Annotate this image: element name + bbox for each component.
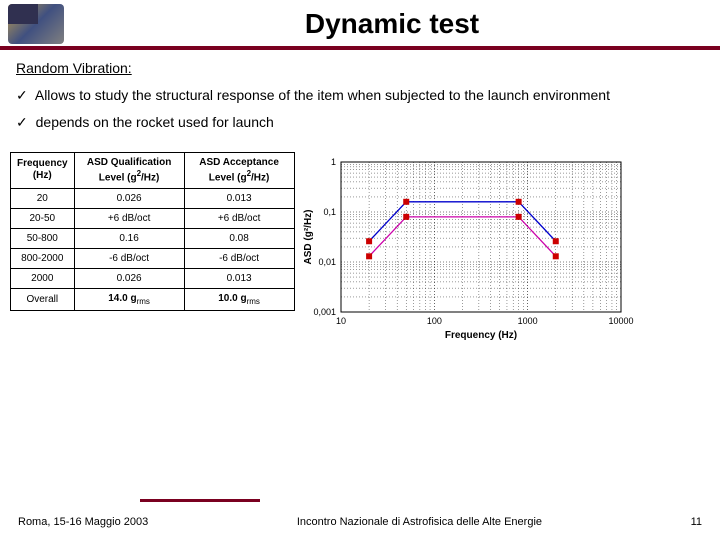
logo-image <box>8 4 64 44</box>
th-acceptance: ASD AcceptanceLevel (g2/Hz) <box>184 152 294 188</box>
footer: Roma, 15-16 Maggio 2003 Incontro Naziona… <box>0 516 720 528</box>
footer-center: Incontro Nazionale di Astrofisica delle … <box>297 516 542 528</box>
table-header-row: Frequency(Hz) ASD QualificationLevel (g2… <box>11 152 295 188</box>
bullet-1-text: Allows to study the structural response … <box>35 87 610 103</box>
th-qualification: ASD QualificationLevel (g2/Hz) <box>74 152 184 188</box>
cell: 0.08 <box>184 229 294 249</box>
bullet-2: ✓ depends on the rocket used for launch <box>16 113 704 132</box>
section-heading: Random Vibration: <box>16 60 704 76</box>
cell: 0.026 <box>74 269 184 289</box>
cell: 0.013 <box>184 269 294 289</box>
cell: -6 dB/oct <box>184 249 294 269</box>
bullet-1: ✓ Allows to study the structural respons… <box>16 86 704 105</box>
check-icon: ✓ <box>16 114 28 130</box>
svg-text:0,001: 0,001 <box>313 307 336 317</box>
cell: 14.0 grms <box>74 289 184 311</box>
svg-text:1000: 1000 <box>517 316 537 326</box>
svg-text:0,01: 0,01 <box>318 257 336 267</box>
cell: 800-2000 <box>11 249 75 269</box>
table-row: 800-2000 -6 dB/oct -6 dB/oct <box>11 249 295 269</box>
page-number: 11 <box>691 516 702 528</box>
cell: 0.013 <box>184 189 294 209</box>
asd-chart: 10 100 1000 10000 0,001 0,01 0,1 1 Frequency (Hz… <box>301 152 710 342</box>
svg-text:1: 1 <box>331 157 336 167</box>
table-row: 20-50 +6 dB/oct +6 dB/oct <box>11 209 295 229</box>
cell: +6 dB/oct <box>74 209 184 229</box>
table-row: 2000 0.026 0.013 <box>11 269 295 289</box>
table-row: Overall 14.0 grms 10.0 grms <box>11 289 295 311</box>
th-frequency: Frequency(Hz) <box>11 152 75 188</box>
footer-left: Roma, 15-16 Maggio 2003 <box>18 516 148 528</box>
cell: 2000 <box>11 269 75 289</box>
svg-text:ASD (g²/Hz): ASD (g²/Hz) <box>303 209 314 264</box>
chart-svg: 10 100 1000 10000 0,001 0,01 0,1 1 Frequency (Hz… <box>301 152 641 342</box>
header: Dynamic test <box>0 0 720 50</box>
svg-text:10: 10 <box>336 316 346 326</box>
cell: 0.026 <box>74 189 184 209</box>
cell: Overall <box>11 289 75 311</box>
svg-text:10000: 10000 <box>608 316 633 326</box>
cell: +6 dB/oct <box>184 209 294 229</box>
asd-table: Frequency(Hz) ASD QualificationLevel (g2… <box>10 152 295 311</box>
check-icon: ✓ <box>16 87 28 103</box>
cell: 50-800 <box>11 229 75 249</box>
page-title: Dynamic test <box>72 8 712 40</box>
cell: -6 dB/oct <box>74 249 184 269</box>
svg-text:Frequency (Hz): Frequency (Hz) <box>444 330 516 341</box>
content-area: Random Vibration: ✓ Allows to study the … <box>0 50 720 132</box>
cell: 20-50 <box>11 209 75 229</box>
cell: 20 <box>11 189 75 209</box>
mid-row: Frequency(Hz) ASD QualificationLevel (g2… <box>0 140 720 342</box>
footer-rule <box>140 499 260 502</box>
bullet-2-text: depends on the rocket used for launch <box>36 114 274 130</box>
cell: 10.0 grms <box>184 289 294 311</box>
svg-text:0,1: 0,1 <box>323 207 336 217</box>
cell: 0.16 <box>74 229 184 249</box>
table-body: 20 0.026 0.013 20-50 +6 dB/oct +6 dB/oct… <box>11 189 295 311</box>
table-row: 50-800 0.16 0.08 <box>11 229 295 249</box>
svg-text:100: 100 <box>426 316 441 326</box>
table-row: 20 0.026 0.013 <box>11 189 295 209</box>
